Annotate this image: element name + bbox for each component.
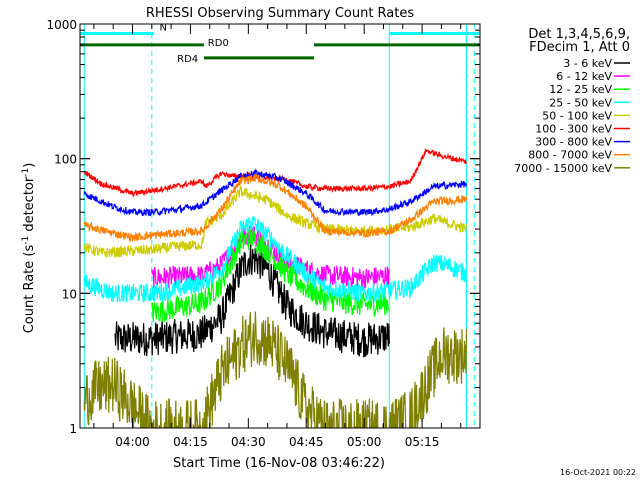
curves-group: [80, 24, 480, 428]
flag-label-2: RD4: [177, 54, 198, 65]
series-line-6: [83, 168, 468, 217]
x-tick-label-2: 04:30: [231, 435, 266, 449]
footer-date: 16-Oct-2021 00:22: [560, 468, 636, 477]
legend: Det 1,3,4,5,6,9, FDecim 1, Att 0 3 - 6 k…: [514, 27, 630, 175]
plot-area: N RD0 RD4 1000 100 10 1 04:00 04:15 04:30 04:45 05:…: [46, 18, 481, 449]
series-line-3: [83, 215, 468, 304]
legend-label-1: 6 - 12 keV: [556, 70, 612, 83]
legend-label-5: 100 - 300 keV: [535, 123, 612, 136]
series-line-5: [83, 148, 468, 198]
y-tick-label-0: 1000: [46, 18, 77, 32]
x-axis-label: Start Time (16-Nov-08 03:46:22): [173, 456, 385, 471]
plot-frame: [79, 23, 481, 429]
series-line-4: [83, 185, 468, 258]
x-tick-label-0: 04:00: [115, 435, 150, 449]
legend-label-0: 3 - 6 keV: [563, 57, 612, 70]
x-tick-label-4: 05:00: [347, 435, 382, 449]
flag-label-1: RD0: [208, 38, 229, 49]
y-tick-label-1: 100: [54, 153, 77, 167]
x-tick-label-1: 04:15: [173, 435, 208, 449]
y-axis-label: Count Rate (s-1 detector-1): [21, 163, 37, 334]
legend-label-7: 800 - 7000 keV: [528, 149, 612, 162]
legend-label-4: 50 - 100 keV: [542, 109, 612, 122]
legend-label-3: 25 - 50 keV: [549, 96, 612, 109]
x-tick-label-5: 05:15: [405, 435, 440, 449]
series-line-7: [83, 172, 468, 243]
y-tick-label-3: 1: [69, 422, 77, 436]
series-line-8: [83, 311, 468, 428]
legend-label-2: 12 - 25 keV: [549, 83, 612, 96]
legend-header-line-1: Det 1,3,4,5,6,9,: [528, 27, 630, 42]
legend-header-line-2: FDecim 1, Att 0: [529, 40, 630, 55]
flag-label-0: N: [160, 23, 167, 34]
x-tick-label-3: 04:45: [289, 435, 324, 449]
y-tick-label-2: 10: [62, 287, 77, 301]
legend-label-6: 300 - 800 keV: [535, 136, 612, 149]
legend-label-8: 7000 - 15000 keV: [514, 162, 612, 175]
series-line-0: [114, 244, 390, 358]
chart-title: RHESSI Observing Summary Count Rates: [146, 6, 415, 21]
